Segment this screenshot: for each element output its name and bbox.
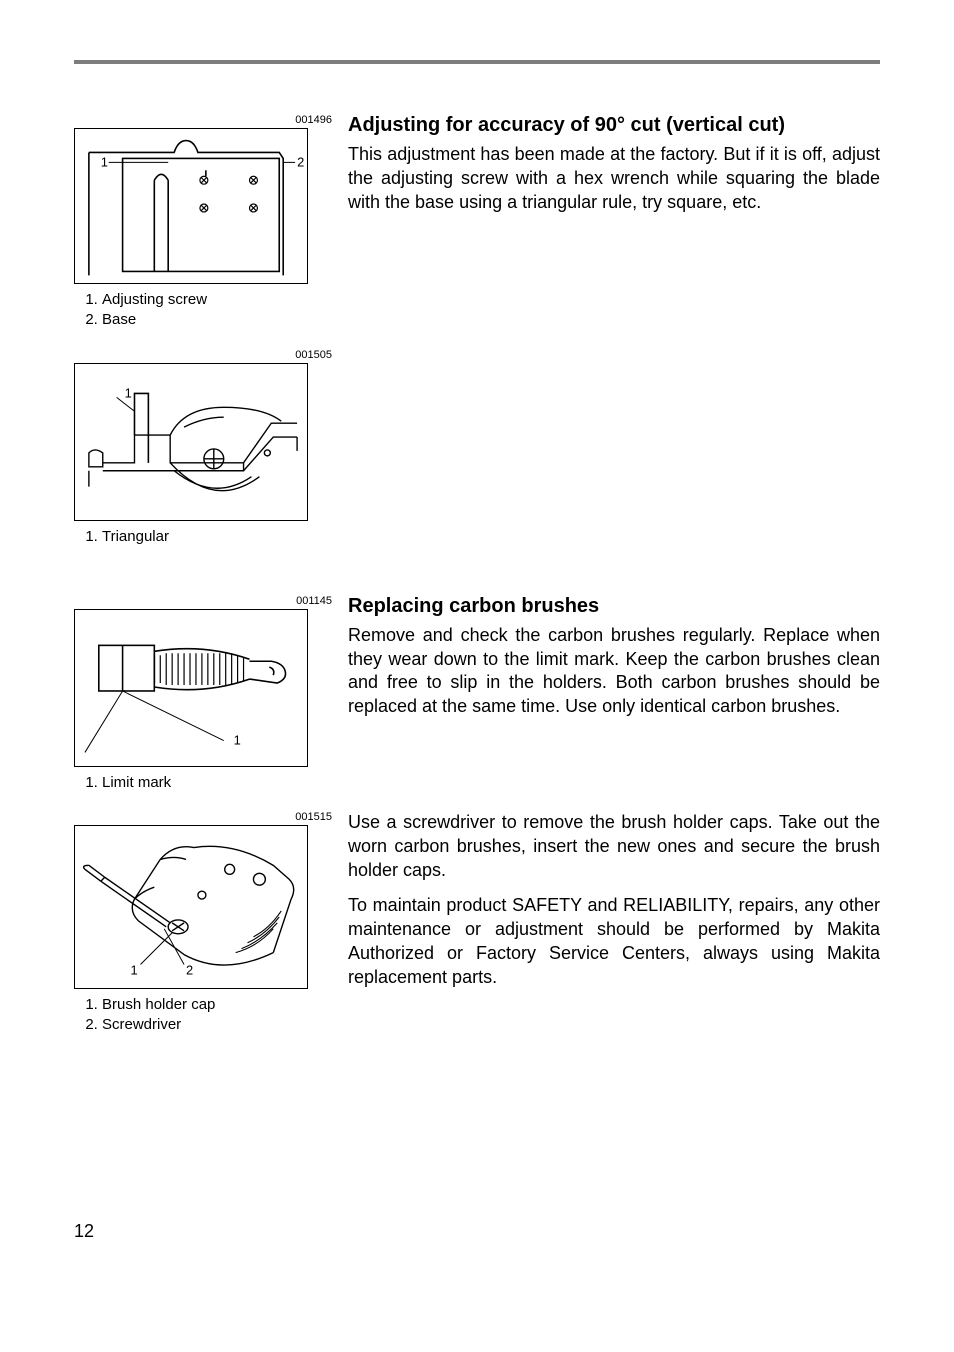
figure-1-label-2: 2 [297, 154, 304, 169]
caption-item: Adjusting screw [102, 290, 334, 310]
row-screwdriver: 001515 [74, 811, 880, 1036]
page: 001496 [0, 0, 954, 1352]
figure-box-2: 1 [74, 363, 308, 521]
text-col-replacing: Replacing carbon brushes Remove and chec… [334, 595, 880, 731]
figure-number: 001505 [74, 349, 334, 361]
body-replacing-2: Use a screwdriver to remove the brush ho… [348, 811, 880, 882]
figure-number: 001515 [74, 811, 334, 823]
row-fig2: 001505 [74, 349, 880, 547]
caption-item: Brush holder cap [102, 995, 334, 1015]
text-col-screwdriver: Use a screwdriver to remove the brush ho… [334, 811, 880, 1001]
figure-2-label-1: 1 [125, 385, 132, 400]
body-replacing-1: Remove and check the carbon brushes regu… [348, 624, 880, 719]
figure-number: 001496 [74, 114, 334, 126]
figure-4-captions: Brush holder cap Screwdriver [102, 995, 334, 1036]
figure-3-svg: 1 [75, 609, 307, 767]
caption-item: Screwdriver [102, 1015, 334, 1035]
section-gap [74, 565, 880, 595]
figure-1-svg: 1 2 [75, 128, 307, 284]
figure-col-2: 001505 [74, 349, 334, 547]
figure-4-svg: 1 2 [75, 825, 307, 989]
figure-box-4: 1 2 [74, 825, 308, 989]
figure-1-captions: Adjusting screw Base [102, 290, 334, 331]
figure-3-label-1: 1 [234, 732, 241, 747]
caption-item: Limit mark [102, 773, 334, 793]
top-rule [74, 60, 880, 64]
text-col-adjusting: Adjusting for accuracy of 90° cut (verti… [334, 114, 880, 226]
row-replacing: 001145 [74, 595, 880, 793]
caption-item: Triangular [102, 527, 334, 547]
figure-box-1: 1 2 [74, 128, 308, 284]
row-adjusting: 001496 [74, 114, 880, 331]
figure-2-svg: 1 [75, 363, 307, 521]
figure-4-label-1: 1 [131, 962, 138, 977]
heading-adjusting: Adjusting for accuracy of 90° cut (verti… [348, 114, 880, 137]
figure-number: 001145 [74, 595, 334, 607]
caption-item: Base [102, 310, 334, 330]
figure-col-4: 001515 [74, 811, 334, 1036]
figure-1-label-1: 1 [101, 154, 108, 169]
figure-3-captions: Limit mark [102, 773, 334, 793]
figure-2-captions: Triangular [102, 527, 334, 547]
figure-col-3: 001145 [74, 595, 334, 793]
body-adjusting: This adjustment has been made at the fac… [348, 143, 880, 214]
body-replacing-3: To maintain product SAFETY and RELIABILI… [348, 894, 880, 989]
figure-col-1: 001496 [74, 114, 334, 331]
figure-box-3: 1 [74, 609, 308, 767]
page-number: 12 [74, 1221, 94, 1242]
heading-replacing: Replacing carbon brushes [348, 595, 880, 618]
figure-4-label-2: 2 [186, 962, 193, 977]
